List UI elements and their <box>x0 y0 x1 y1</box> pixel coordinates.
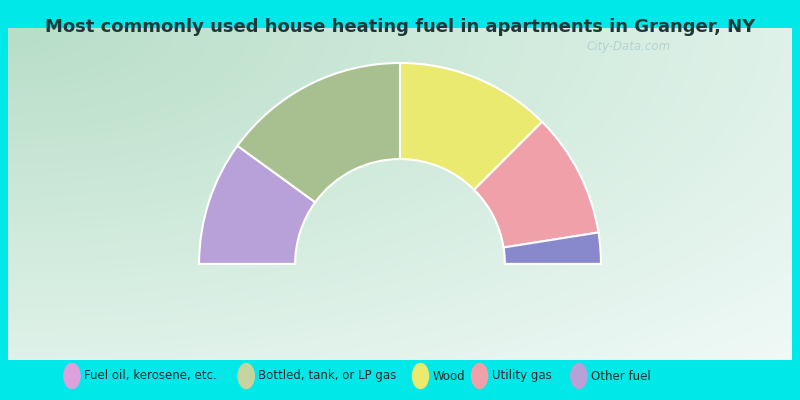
Ellipse shape <box>570 363 588 389</box>
Wedge shape <box>400 63 542 190</box>
Text: Utility gas: Utility gas <box>491 370 551 382</box>
Wedge shape <box>238 63 400 202</box>
Text: Bottled, tank, or LP gas: Bottled, tank, or LP gas <box>258 370 397 382</box>
Ellipse shape <box>63 363 81 389</box>
Wedge shape <box>199 146 315 264</box>
Text: Most commonly used house heating fuel in apartments in Granger, NY: Most commonly used house heating fuel in… <box>45 18 755 36</box>
Ellipse shape <box>470 363 488 389</box>
Text: Fuel oil, kerosene, etc.: Fuel oil, kerosene, etc. <box>84 370 217 382</box>
Ellipse shape <box>238 363 255 389</box>
Text: Wood: Wood <box>433 370 465 382</box>
Wedge shape <box>474 122 598 248</box>
Text: City-Data.com: City-Data.com <box>586 40 671 53</box>
Wedge shape <box>503 232 601 264</box>
Text: Other fuel: Other fuel <box>591 370 650 382</box>
Ellipse shape <box>412 363 430 389</box>
